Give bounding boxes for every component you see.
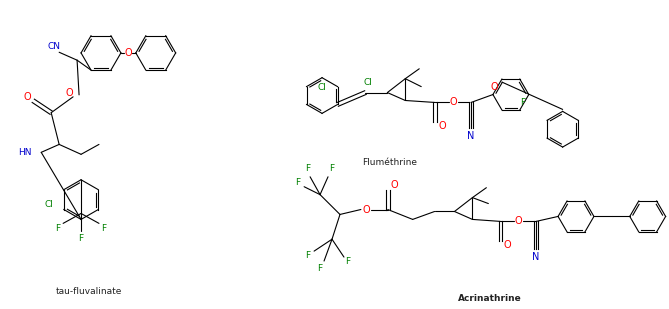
Text: F: F bbox=[329, 164, 334, 173]
Text: Cl: Cl bbox=[363, 78, 372, 87]
Text: N: N bbox=[468, 131, 475, 141]
Text: O: O bbox=[66, 88, 73, 98]
Text: O: O bbox=[450, 97, 457, 108]
Text: Fluméthrine: Fluméthrine bbox=[363, 159, 417, 167]
Text: O: O bbox=[490, 82, 498, 92]
Text: HN: HN bbox=[18, 148, 31, 157]
Text: Cl: Cl bbox=[318, 83, 326, 92]
Text: F: F bbox=[520, 98, 525, 107]
Text: tau-fluvalinate: tau-fluvalinate bbox=[56, 287, 122, 296]
Text: F: F bbox=[78, 234, 84, 243]
Text: O: O bbox=[504, 240, 511, 250]
Text: F: F bbox=[296, 178, 300, 187]
Text: CN: CN bbox=[47, 42, 61, 51]
Text: F: F bbox=[345, 256, 351, 265]
Text: O: O bbox=[124, 48, 132, 58]
Text: O: O bbox=[23, 92, 31, 102]
Text: F: F bbox=[318, 265, 322, 273]
Text: O: O bbox=[514, 216, 522, 226]
Text: O: O bbox=[391, 180, 399, 190]
Text: O: O bbox=[438, 121, 446, 131]
Text: F: F bbox=[56, 224, 61, 233]
Text: F: F bbox=[306, 164, 310, 173]
Text: F: F bbox=[306, 251, 310, 260]
Text: Cl: Cl bbox=[45, 200, 54, 209]
Text: Acrinathrine: Acrinathrine bbox=[458, 294, 521, 303]
Text: O: O bbox=[362, 205, 370, 214]
Text: F: F bbox=[102, 224, 106, 233]
Text: N: N bbox=[533, 252, 540, 262]
